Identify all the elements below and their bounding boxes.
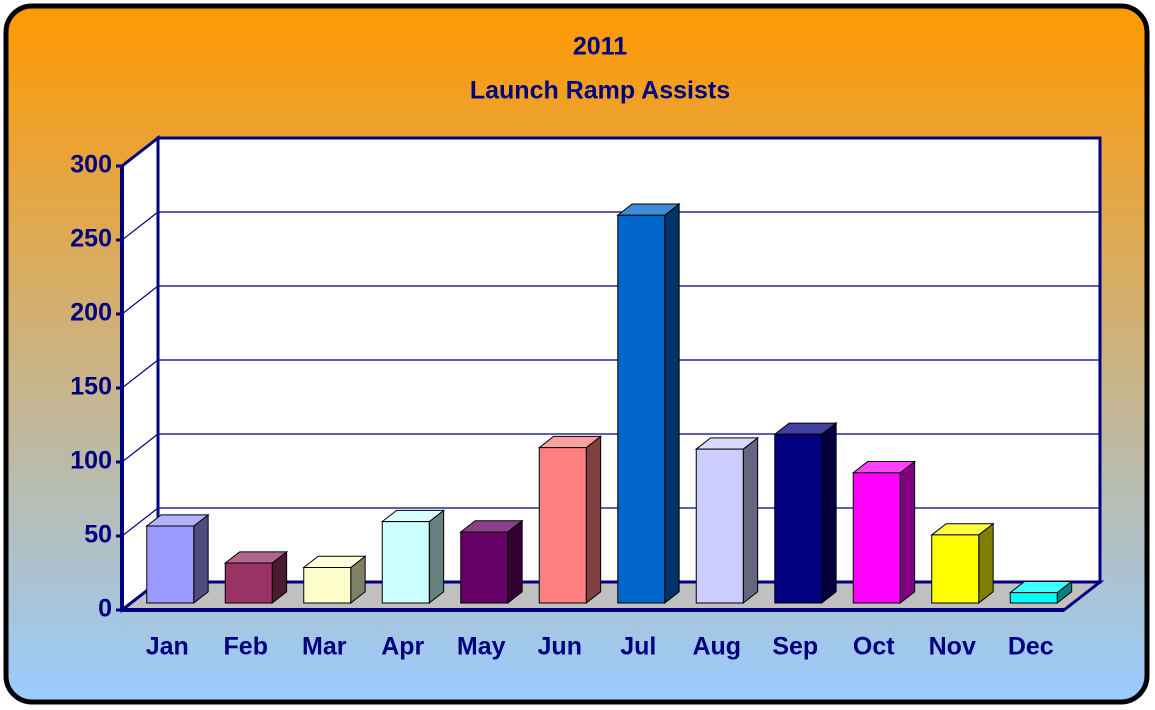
x-tick-label: Jul — [620, 633, 656, 661]
y-tick-label: 0 — [98, 595, 112, 623]
grid-line — [121, 211, 159, 241]
x-tick-label: Dec — [1008, 633, 1054, 661]
bar-side — [742, 436, 759, 605]
bar-front — [381, 521, 430, 604]
x-tick-label: Nov — [929, 633, 976, 661]
bar — [694, 436, 760, 605]
bar — [459, 519, 524, 605]
x-tick-label: Oct — [853, 633, 895, 661]
bar-side — [507, 519, 523, 605]
bar — [616, 203, 681, 605]
bar-front — [146, 525, 195, 604]
bar-side — [585, 435, 602, 605]
bar — [851, 460, 917, 605]
y-tick-label: 200 — [70, 299, 112, 327]
bar — [302, 555, 367, 605]
y-tick-label: 150 — [70, 373, 112, 401]
bar — [223, 550, 289, 605]
bar-front — [1009, 592, 1058, 604]
bar-side — [193, 513, 209, 605]
bar-side — [899, 460, 916, 605]
x-tick-label: Mar — [302, 633, 347, 661]
x-tick-label: Aug — [692, 633, 741, 661]
bar — [1008, 580, 1074, 605]
y-tick-label: 100 — [70, 447, 112, 475]
bar-front — [774, 433, 823, 604]
x-tick-label: Apr — [381, 633, 424, 661]
y-tick-label: 50 — [84, 521, 112, 549]
bar — [537, 435, 603, 605]
bar-side — [664, 203, 680, 605]
bar-front — [224, 562, 273, 604]
y-tick-label: 250 — [70, 225, 112, 253]
x-tick-label: Feb — [224, 633, 268, 661]
bar — [773, 422, 838, 605]
x-tick-label: Jun — [538, 633, 582, 661]
bar-front — [695, 448, 744, 604]
chart-subtitle: Launch Ramp Assists — [470, 77, 730, 105]
y-tick-label: 300 — [70, 151, 112, 179]
bar-front — [538, 447, 587, 604]
grid-line — [121, 137, 159, 167]
bar-front — [303, 566, 352, 604]
bar-front — [852, 472, 901, 604]
bar-front — [617, 214, 666, 604]
chart-title: 2011 — [573, 33, 627, 61]
bar-front — [460, 531, 509, 604]
grid-line — [121, 433, 159, 463]
bar-front — [931, 534, 980, 604]
grid-line — [121, 359, 159, 389]
x-tick-label: Jan — [146, 633, 189, 661]
bar-side — [821, 422, 837, 605]
bar-side — [428, 509, 445, 605]
grid-line — [121, 285, 159, 315]
bar-side — [978, 522, 994, 605]
x-tick-label: Sep — [772, 633, 818, 661]
bar — [145, 513, 210, 605]
bar — [930, 522, 995, 605]
bar — [380, 509, 446, 605]
grid-line — [121, 507, 159, 537]
x-tick-label: May — [457, 633, 506, 661]
